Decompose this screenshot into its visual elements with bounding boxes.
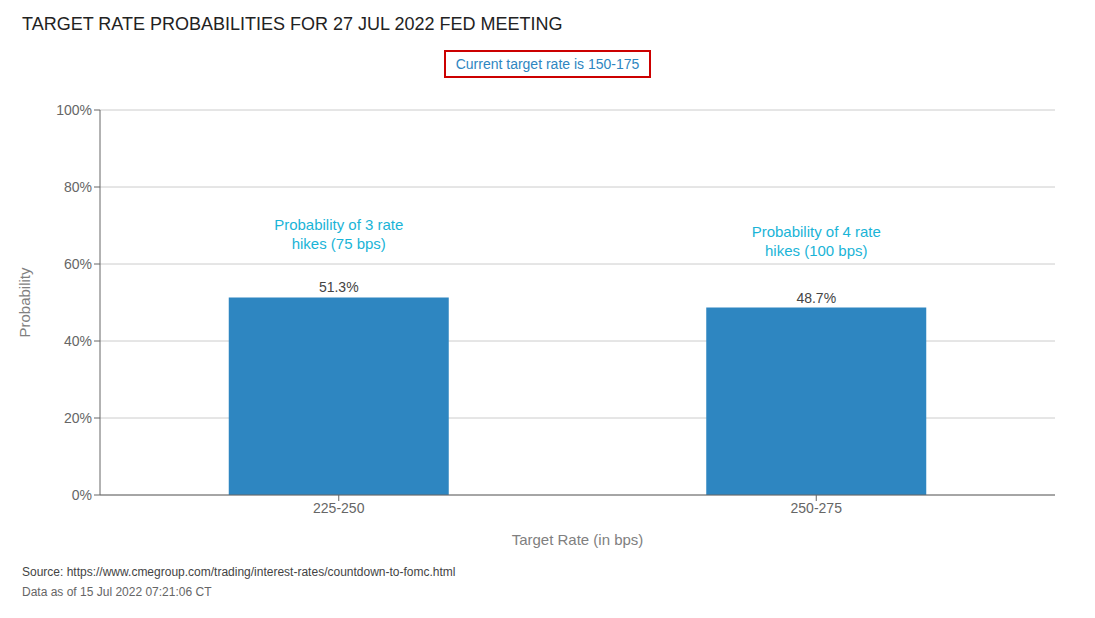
svg-text:80%: 80% — [64, 179, 92, 195]
svg-text:Probability of 4 rate: Probability of 4 rate — [752, 223, 881, 240]
svg-text:20%: 20% — [64, 410, 92, 426]
svg-text:250-275: 250-275 — [791, 500, 843, 516]
svg-text:60%: 60% — [64, 256, 92, 272]
html-text:TARGET RATE PROBABILITIES FOR: TARGET RATE PROBABILITIES FOR 27 JUL 202… — [22, 14, 563, 34]
svg-text:hikes (75 bps): hikes (75 bps) — [292, 235, 386, 252]
svg-text:0%: 0% — [72, 487, 92, 503]
svg-text:225-250: 225-250 — [313, 500, 365, 516]
svg-text:Probability: Probability — [16, 267, 33, 338]
svg-text:Probability of 3 rate: Probability of 3 rate — [274, 216, 403, 233]
svg-text:48.7%: 48.7% — [796, 290, 836, 306]
html-text:Source: https://www.cmegroup.c: Source: https://www.cmegroup.com/trading… — [22, 565, 456, 579]
svg-text:100%: 100% — [56, 102, 92, 118]
html-text:Data as of 15 Jul 2022 07:21:0: Data as of 15 Jul 2022 07:21:06 CT — [22, 585, 212, 599]
html-text:Current target rate is 150-175: Current target rate is 150-175 — [455, 56, 640, 72]
svg-text:40%: 40% — [64, 333, 92, 349]
svg-text:Target Rate (in bps): Target Rate (in bps) — [512, 531, 644, 548]
svg-text:hikes (100 bps): hikes (100 bps) — [765, 242, 868, 259]
svg-text:51.3%: 51.3% — [319, 279, 359, 295]
